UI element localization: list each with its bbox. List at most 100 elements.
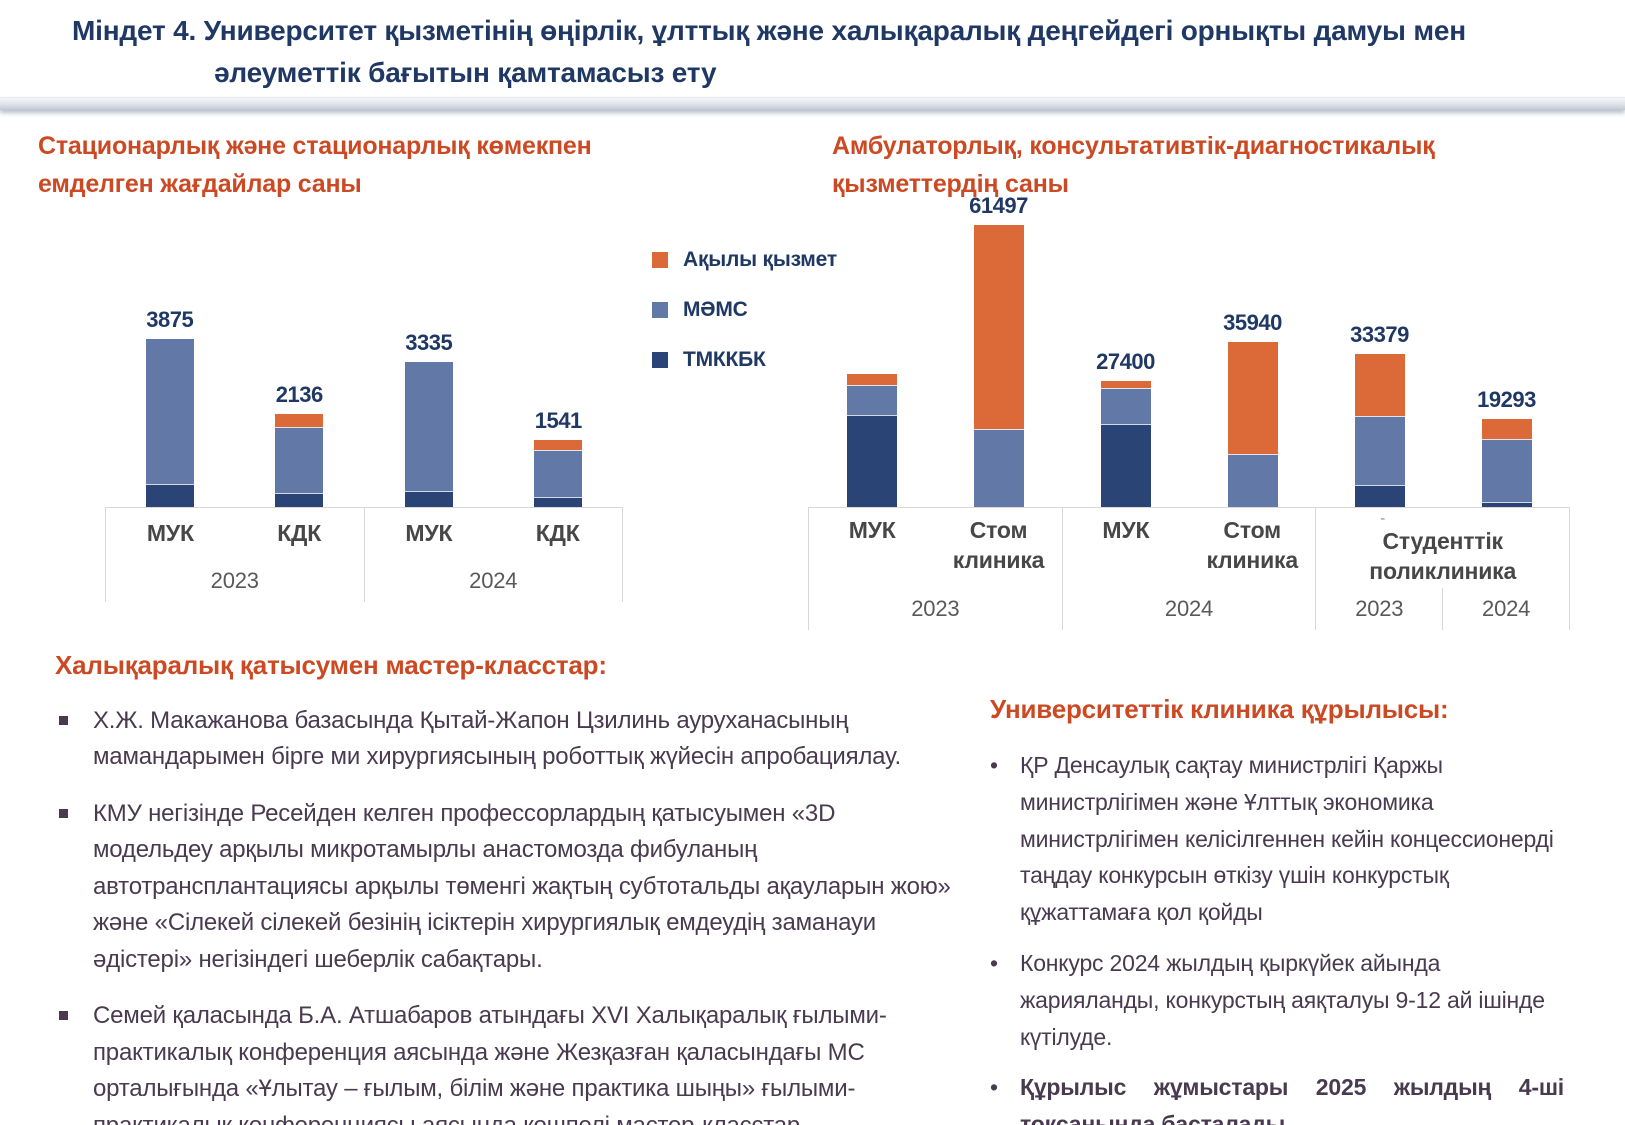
- segment-Ақылы қызмет: [275, 414, 324, 427]
- axis-year-row: 2023 2024: [1316, 588, 1569, 630]
- legend-item-paid: Ақылы қызмет: [652, 248, 837, 272]
- legend-item-tmkkbk: ТМККБК: [652, 348, 837, 372]
- bar-stack: [534, 440, 583, 507]
- legend-label: МӘМС: [683, 298, 748, 321]
- bar-stack: [275, 414, 324, 507]
- bar-МУК-2024: 3335: [364, 307, 494, 507]
- ambulatory-chart-axis: МУК Стом клиника 2023 МУК Стом клиника 2…: [808, 507, 1571, 630]
- segment-ТМККБК: [404, 491, 453, 507]
- bar-Студенттік поликлиника-2023: 33379: [1316, 193, 1443, 507]
- segment-ТМККБК: [534, 497, 583, 507]
- segment-Ақылы қызмет: [973, 225, 1024, 429]
- square-bullet-icon: [59, 716, 68, 725]
- list-item: КМУ негізінде Ресейден келген профессорл…: [55, 796, 960, 978]
- segment-Ақылы қызмет: [1354, 353, 1405, 416]
- axis-label-line: Стом: [969, 517, 1028, 543]
- stationary-chart-title: Стационарлық және стационарлық көмекпен …: [38, 132, 592, 198]
- bar-stack: [1100, 381, 1151, 507]
- list-item-text: Конкурс 2024 жылдың қыркүйек айында жари…: [1020, 949, 1545, 1050]
- segment-МӘМС: [534, 449, 583, 498]
- ambulatory-chart-plot: 61497 27400 35940 33379 19293: [808, 193, 1570, 507]
- master-classes-heading: Халықаралық қатысумен мастер-класстар:: [55, 650, 607, 680]
- axis-group-2024: МУК КДК 2024: [363, 508, 623, 602]
- axis-label-line: Студенттік: [1382, 528, 1503, 554]
- axis-category-row: МУК Стом клиника: [1063, 508, 1316, 588]
- axis-group-2023: МУК КДК 2023: [105, 508, 364, 602]
- segment-МӘМС: [1100, 388, 1151, 424]
- axis-label-line: клиника: [1206, 546, 1298, 573]
- segment-ТМККБК: [275, 492, 324, 507]
- axis-year-label: 2024: [1164, 596, 1214, 621]
- axis-label-stom-clinic: Стом клиника: [1189, 516, 1315, 576]
- bar-value-label: 35940: [1223, 310, 1282, 336]
- axis-label-muk: МУК: [146, 520, 194, 547]
- axis-label-muk: МУК: [1102, 517, 1150, 543]
- segment-МӘМС: [404, 362, 453, 492]
- stationary-chart-axis: МУК КДК 2023 МУК КДК 2024: [105, 507, 623, 602]
- axis-year-label: 2023: [1355, 596, 1404, 621]
- segment-МӘМС: [846, 385, 897, 416]
- bar-КДК-2023: 2136: [235, 307, 365, 507]
- chart-legend: Ақылы қызмет МӘМС ТМККБК: [652, 248, 837, 372]
- clinic-construction-heading: Университеттік клиника құрылысы:: [990, 694, 1449, 724]
- bar-stack: [973, 225, 1024, 507]
- square-bullet-icon: [59, 1011, 68, 1021]
- axis-label-student-polyclinic: - Студенттік поликлиника: [1316, 508, 1569, 588]
- bar-Студенттік поликлиника-2024: 19293: [1443, 193, 1570, 507]
- segment-ТМККБК: [145, 484, 194, 507]
- segment-МӘМС: [145, 339, 194, 485]
- axis-label-stom-clinic: Стом клиника: [935, 516, 1061, 576]
- segment-МӘМС: [1481, 438, 1532, 502]
- dot-bullet-icon: •: [990, 1074, 998, 1101]
- legend-label: ТМККБК: [683, 348, 766, 371]
- axis-label-muk: МУК: [848, 517, 896, 543]
- segment-ТМККБК: [1100, 423, 1151, 507]
- axis-category-row: МУК Стом клиника: [809, 508, 1062, 588]
- list-item-text: ҚР Денсаулық сақтау министрлігі Қаржы ми…: [1020, 752, 1554, 926]
- list-item-text: Құрылыс жұмыстары 2025 жылдың 4-ші тоқса…: [1020, 1074, 1564, 1125]
- list-item-text: Семей қаласында Б.А. Атшабаров атындағы …: [93, 1002, 887, 1125]
- segment-Ақылы қызмет: [1481, 418, 1532, 439]
- axis-group-student-polyclinic: - Студенттік поликлиника 2023 2024: [1315, 508, 1571, 630]
- list-item-text: Х.Ж. Макажанова базасында Қытай-Жапон Цз…: [93, 707, 901, 771]
- page-title-line1: Міндет 4. Университет қызметінің өңірлік…: [72, 15, 1466, 46]
- axis-group-2023: МУК Стом клиника 2023: [808, 508, 1062, 630]
- bar-value-label: 19293: [1477, 386, 1536, 412]
- axis-dash: -: [1380, 510, 1386, 527]
- legend-swatch-navy: [652, 352, 668, 368]
- bar-value-label: 2136: [275, 382, 323, 408]
- segment-МӘМС: [275, 426, 324, 493]
- segment-Ақылы қызмет: [846, 373, 897, 386]
- axis-category-row: МУК КДК: [365, 508, 623, 560]
- bar-МУК-2024: 27400: [1062, 193, 1189, 507]
- segment-МӘМС: [973, 428, 1024, 507]
- bar-value-label: 61497: [969, 193, 1028, 218]
- bar-МУК-2023: [808, 193, 935, 507]
- segment-ТМККБК: [1481, 501, 1532, 507]
- axis-group-2024: МУК Стом клиника 2024: [1061, 508, 1316, 630]
- segment-МӘМС: [1227, 454, 1278, 507]
- legend-label: Ақылы қызмет: [683, 248, 837, 271]
- bar-stack: [1227, 342, 1278, 507]
- bar-stack: [145, 339, 194, 507]
- page-title: Міндет 4. Университет қызметінің өңірлік…: [72, 10, 1552, 94]
- list-item: Семей қаласында Б.А. Атшабаров атындағы …: [55, 998, 960, 1125]
- bar-value-label: 3875: [146, 307, 194, 332]
- bar-value-label: 27400: [1096, 349, 1155, 375]
- axis-label-line: поликлиника: [1369, 557, 1517, 584]
- bar-stack: [1481, 418, 1532, 508]
- segment-ТМККБК: [846, 415, 897, 507]
- bar-Стом клиника-2023: 61497: [935, 193, 1062, 507]
- bar-value-label: 1541: [534, 408, 582, 434]
- axis-label-line: Студенттік поликлиника: [1369, 527, 1516, 587]
- axis-year-label: 2023: [911, 596, 960, 621]
- axis-label-kdk: КДК: [535, 520, 580, 547]
- ambulatory-chart-title: Амбулаторлық, консультативтік-диагностик…: [832, 132, 1435, 198]
- bar-Стом клиника-2024: 35940: [1189, 193, 1316, 507]
- list-item: • Конкурс 2024 жылдың қыркүйек айында жа…: [990, 945, 1564, 1055]
- list-item: Х.Ж. Макажанова базасында Қытай-Жапон Цз…: [55, 703, 960, 776]
- square-bullet-icon: [59, 808, 68, 818]
- legend-item-mams: МӘМС: [652, 298, 837, 322]
- segment-Ақылы қызмет: [534, 440, 583, 450]
- dot-bullet-icon: •: [990, 752, 998, 778]
